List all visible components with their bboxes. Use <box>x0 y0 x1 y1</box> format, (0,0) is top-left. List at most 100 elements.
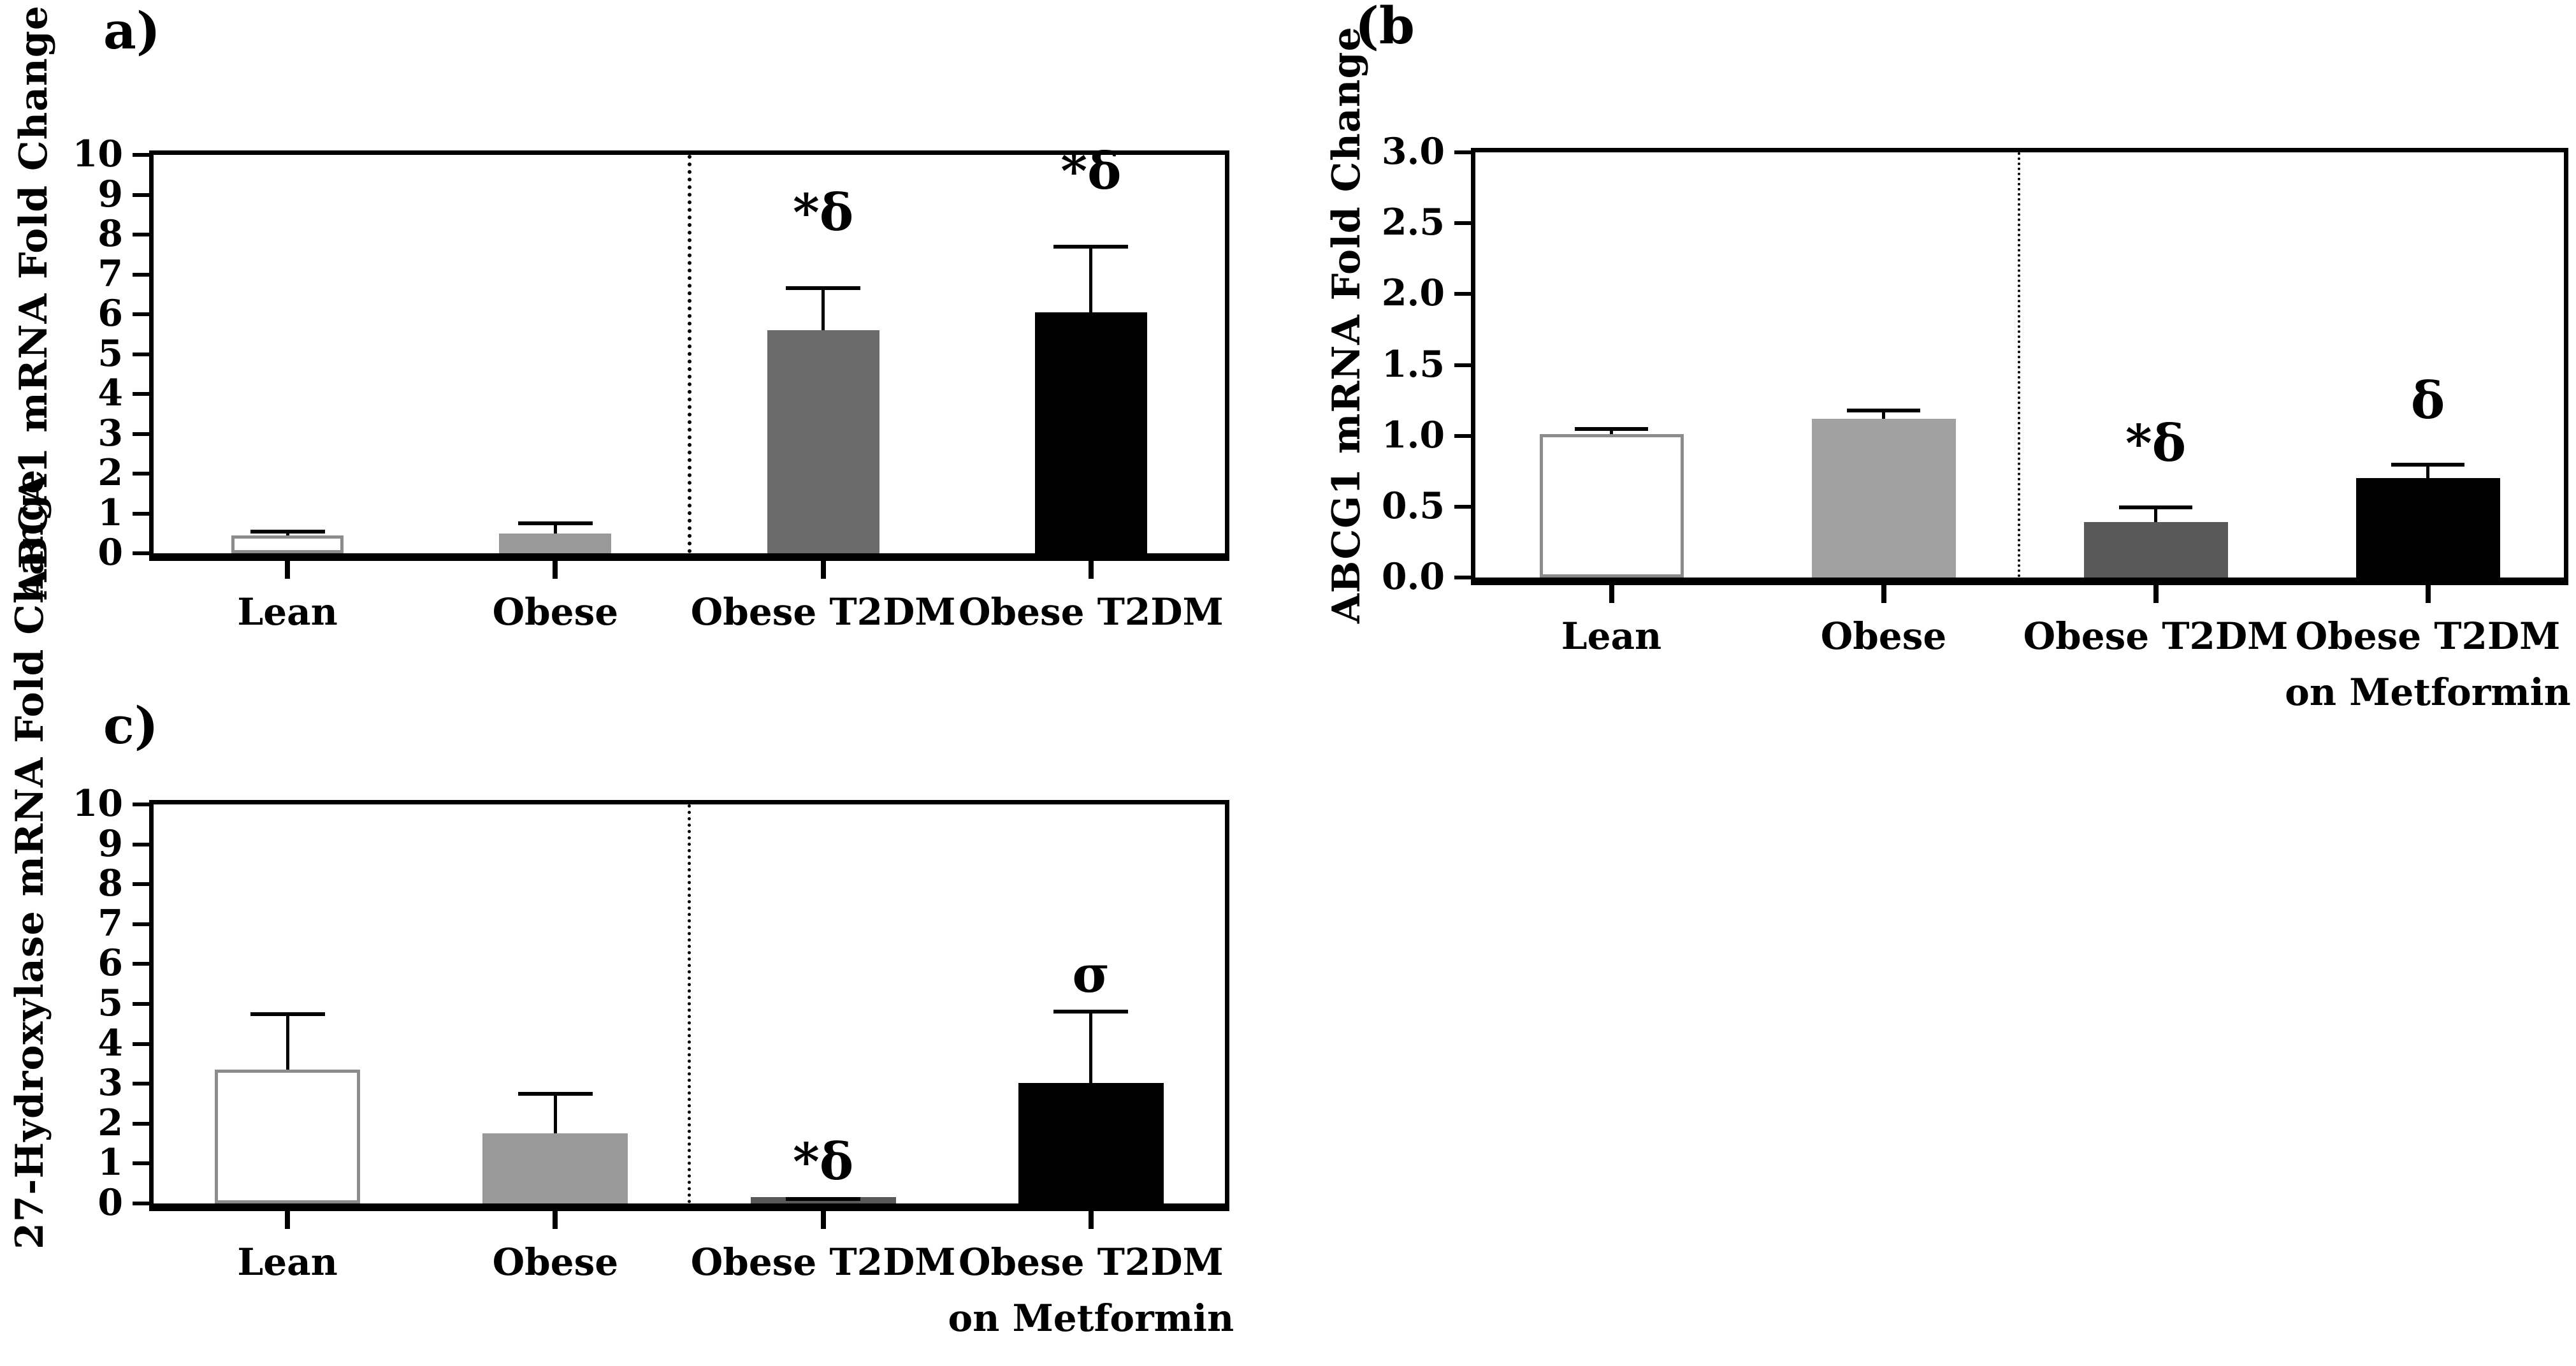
x-axis-tick <box>553 561 558 579</box>
significance-marker: σ <box>1072 944 1110 1005</box>
error-bar-cap <box>250 529 325 534</box>
x-axis-category-label: Obese T2DM <box>690 1240 956 1284</box>
y-axis-tick-label: 3 <box>98 411 123 454</box>
y-axis-tick-label: 0.0 <box>1381 555 1445 598</box>
x-axis-category-label: Obese T2DM <box>959 1240 1224 1284</box>
error-bar-line <box>2426 462 2429 479</box>
bar-obese <box>482 1133 628 1203</box>
y-axis-tick-label: 10 <box>72 782 123 825</box>
panel-label: a) <box>103 1 161 61</box>
x-axis-category-label: Obese T2DM <box>690 590 956 634</box>
bar-lean <box>231 535 344 553</box>
y-axis-tick-label: 6 <box>98 292 123 335</box>
error-bar-cap <box>1053 244 1129 249</box>
x-axis-category-label: Lean <box>1561 614 1662 658</box>
x-axis-tick <box>285 1211 291 1229</box>
y-axis-tick <box>133 803 149 806</box>
significance-marker: *δ <box>2125 412 2187 473</box>
bar-lean <box>1539 434 1684 578</box>
y-axis-tick <box>133 962 149 966</box>
bar-obese <box>499 533 612 553</box>
error-bar-line <box>821 286 825 330</box>
y-axis-tick-label: 3 <box>98 1061 123 1105</box>
error-bar-cap <box>1575 427 1648 432</box>
x-axis-tick <box>1088 1211 1094 1229</box>
bar-obese-t2dm <box>2083 522 2228 578</box>
error-bar-line <box>286 1012 289 1070</box>
bar-obese-t2dm <box>1018 1082 1164 1203</box>
plot-area: *δ *δ <box>149 140 1229 561</box>
x-axis-category-label: Obese <box>492 1240 619 1284</box>
y-axis-tick-label: 2 <box>98 451 123 494</box>
y-axis-tick-label: 2.5 <box>1381 201 1445 244</box>
y-axis-tick-label: 10 <box>72 133 123 175</box>
error-bar-cap <box>517 521 593 525</box>
y-axis-tick <box>133 1121 149 1126</box>
error-bar-cap <box>1053 1010 1129 1014</box>
x-axis-category-label: Obese T2DM <box>2023 614 2289 658</box>
y-axis-tick <box>1454 292 1471 296</box>
y-axis-tick-label: 5 <box>98 982 123 1024</box>
x-axis-category-label: Obese <box>492 590 619 634</box>
y-axis-tick <box>133 352 149 356</box>
x-axis-tick <box>285 561 291 579</box>
y-axis-tick <box>133 1202 149 1205</box>
y-axis-tick <box>133 1161 149 1166</box>
y-axis-tick-label: 6 <box>98 941 123 985</box>
bar-obese <box>1811 419 1956 578</box>
error-bar-cap <box>786 286 861 291</box>
x-axis-category-label: Lean <box>237 1240 338 1284</box>
group-separator-dotted-line <box>2018 152 2020 578</box>
y-axis-tick-label: 7 <box>98 252 123 295</box>
y-axis-tick <box>133 1042 149 1046</box>
bar-obese-t2dm <box>1034 312 1147 553</box>
y-axis-tick-label: 3.0 <box>1381 130 1445 173</box>
error-bar-line <box>1089 244 1093 312</box>
x-axis-tick <box>2153 585 2159 603</box>
error-bar-cap <box>1847 409 1920 413</box>
y-axis-tick-label: 0.5 <box>1381 484 1445 527</box>
x-axis-tick <box>1088 561 1094 579</box>
y-axis-tick-label: 1.0 <box>1381 413 1445 456</box>
y-axis-tick-label: 8 <box>98 212 123 255</box>
y-axis-tick <box>133 1002 149 1006</box>
y-axis-tick <box>133 392 149 396</box>
x-axis-tick <box>820 561 826 579</box>
x-axis-tick <box>820 1211 826 1229</box>
error-bar-line <box>553 521 557 534</box>
x-axis-tick <box>1609 585 1614 603</box>
y-axis-tick-label: 2.0 <box>1381 272 1445 315</box>
y-axis-tick-label: 9 <box>98 822 123 865</box>
group-separator-dotted-line <box>687 804 691 1203</box>
y-axis-tick <box>133 472 149 476</box>
y-axis-tick-label: 1 <box>98 491 123 534</box>
y-axis-tick <box>133 153 149 157</box>
significance-marker: *δ <box>1060 140 1122 201</box>
error-bar-line <box>1882 409 1885 419</box>
plot-area: *δ δ <box>1471 148 2568 585</box>
y-axis-tick <box>1454 504 1471 509</box>
x-axis-category-label-line2: on Metformin <box>2285 671 2571 714</box>
x-axis-tick <box>2425 585 2431 603</box>
bar-obese-t2dm <box>2355 478 2500 578</box>
y-axis-tick <box>133 511 149 516</box>
bar-obese-t2dm <box>767 330 879 553</box>
y-axis-tick <box>133 1082 149 1086</box>
y-axis-tick-label: 4 <box>98 372 123 414</box>
y-axis-tick <box>133 551 149 555</box>
y-axis-tick <box>133 882 149 887</box>
y-axis-tick-label: 0 <box>98 531 123 574</box>
error-bar-cap <box>250 1012 325 1016</box>
y-axis-tick <box>1454 363 1471 367</box>
y-axis-tick-label: 8 <box>98 862 123 905</box>
significance-marker: *δ <box>793 1131 854 1191</box>
error-bar-line <box>1089 1010 1093 1083</box>
x-axis-category-label-line2: on Metformin <box>948 1297 1234 1340</box>
y-axis-tick-label: 5 <box>98 331 123 375</box>
x-axis-category-label: Obese <box>1820 614 1947 658</box>
y-axis-tick <box>133 272 149 277</box>
y-axis-tick-label: 2 <box>98 1101 123 1144</box>
y-axis-tick-label: 7 <box>98 901 123 945</box>
error-bar-line <box>553 1091 557 1134</box>
